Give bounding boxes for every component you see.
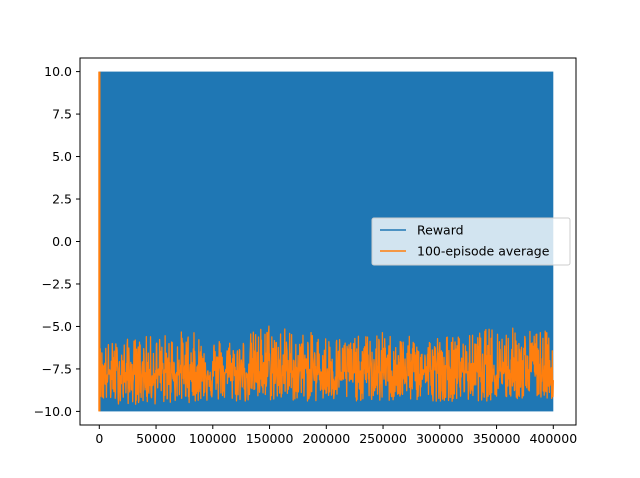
y-tick-label: −5.0 <box>42 319 72 334</box>
y-tick-label: 2.5 <box>52 192 72 207</box>
y-tick-label: 5.0 <box>52 149 72 164</box>
legend-box <box>371 217 571 266</box>
x-tick-label: 300000 <box>416 431 464 446</box>
y-tick-label: 7.5 <box>52 107 72 122</box>
series-average-initial-spike <box>98 71 101 412</box>
x-tick-label: 0 <box>95 431 103 446</box>
legend: Reward 100-episode average <box>371 217 571 266</box>
y-tick-label: 0.0 <box>52 234 72 249</box>
x-tick-label: 50000 <box>136 431 176 446</box>
legend-label-average: 100-episode average <box>417 244 550 259</box>
x-tick-label: 150000 <box>246 431 294 446</box>
series-average-line <box>98 325 554 405</box>
x-tick-label: 250000 <box>359 431 407 446</box>
y-axis: −10.0 −7.5 −5.0 −2.5 0.0 2.5 5.0 7.5 10.0 <box>34 64 80 419</box>
x-tick-label: 400000 <box>529 431 577 446</box>
y-tick-label: −2.5 <box>42 276 72 291</box>
y-tick-label: 10.0 <box>44 64 72 79</box>
y-tick-label: −7.5 <box>42 361 72 376</box>
x-tick-label: 200000 <box>302 431 350 446</box>
legend-label-reward: Reward <box>417 223 464 238</box>
y-tick-label: −10.0 <box>34 404 72 419</box>
x-tick-label: 100000 <box>189 431 237 446</box>
x-tick-label: 350000 <box>473 431 521 446</box>
x-axis: 0 50000 100000 150000 200000 250000 300000 3500… <box>95 425 577 446</box>
